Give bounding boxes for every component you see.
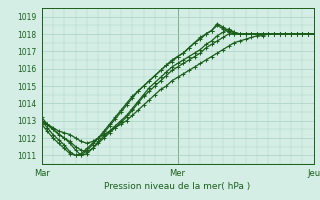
X-axis label: Pression niveau de la mer( hPa ): Pression niveau de la mer( hPa ): [104, 182, 251, 191]
